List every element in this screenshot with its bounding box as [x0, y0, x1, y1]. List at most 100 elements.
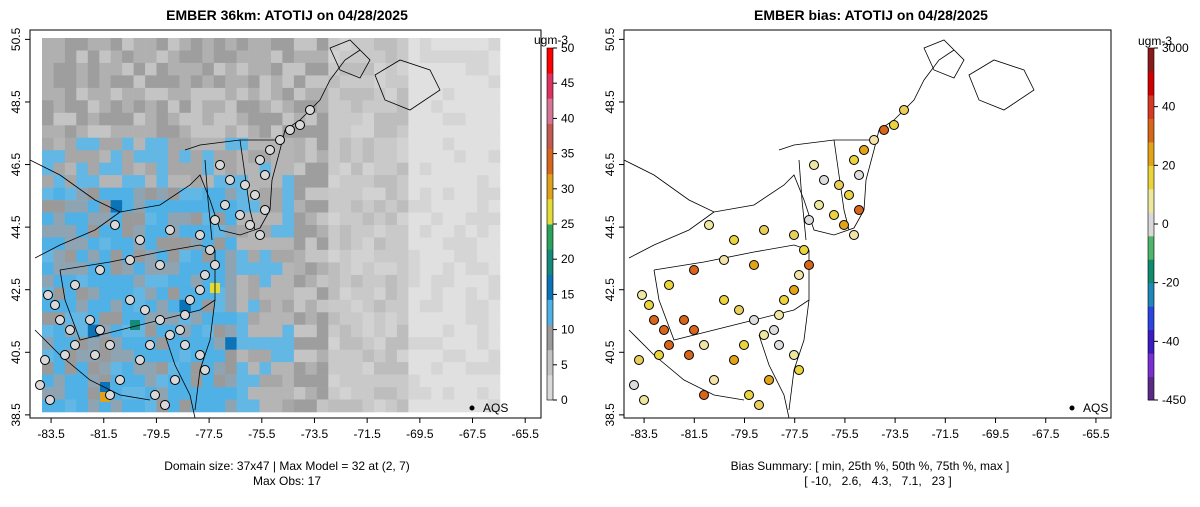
grid-cell [408, 274, 421, 288]
grid-cell [213, 38, 226, 51]
grid-cell [328, 175, 341, 188]
grid-cell [179, 200, 192, 213]
grid-cell [248, 150, 260, 163]
grid-cell [236, 200, 249, 213]
y-tick-label: 38.5 [603, 403, 617, 427]
grid-cell [316, 212, 329, 226]
grid-cell [385, 312, 398, 326]
grid-cell [385, 337, 398, 350]
grid-cell [179, 249, 192, 263]
grid-cell [133, 212, 146, 226]
grid-cell [156, 75, 169, 89]
grid-cell [431, 100, 444, 114]
grid-cell [316, 362, 329, 375]
grid-cell [305, 399, 318, 413]
grid-cell [190, 150, 203, 163]
left-colorbar-swatch [547, 173, 553, 200]
grid-cell [477, 162, 489, 176]
grid-cell [213, 274, 226, 288]
grid-cell [293, 137, 306, 151]
grid-cell [282, 312, 295, 326]
grid-cell [477, 249, 489, 263]
grid-cell [316, 262, 329, 276]
grid-cell [259, 399, 272, 413]
grid-cell [293, 112, 306, 126]
grid-cell [167, 349, 180, 363]
grid-cell [282, 225, 295, 238]
grid-cell [167, 100, 180, 114]
grid-cell [122, 162, 134, 176]
grid-cell [99, 87, 112, 101]
grid-cell [305, 337, 318, 350]
site-marker [165, 225, 175, 235]
grid-cell [271, 374, 283, 388]
grid-cell [374, 137, 386, 151]
grid-cell [419, 324, 432, 338]
left-colorbar-swatch [547, 73, 553, 99]
grid-cell-max [100, 392, 110, 402]
site-marker [65, 325, 75, 335]
grid-cell [190, 125, 203, 139]
grid-cell [374, 212, 386, 226]
grid-cell [167, 212, 180, 226]
grid-cell [339, 249, 352, 263]
grid-cell [339, 200, 352, 213]
grid-cell [271, 249, 283, 263]
left-colorbar-swatch [547, 48, 553, 74]
grid-cell [465, 312, 478, 326]
grid-cell [271, 262, 283, 276]
grid-cell [110, 337, 123, 350]
grid-cell [465, 87, 478, 101]
grid-cell [431, 75, 444, 89]
grid-cell [271, 62, 283, 76]
grid-cell [99, 374, 112, 388]
grid-cell [202, 287, 215, 301]
grid-cell [419, 212, 432, 226]
grid-cell [408, 125, 421, 139]
grid-cell [396, 175, 409, 188]
x-tick-label: -75.5 [248, 427, 276, 441]
grid-cell [477, 349, 489, 363]
y-tick-label: 46.5 [9, 153, 23, 177]
grid-cell [156, 349, 169, 363]
grid-cell [64, 50, 77, 64]
grid-cell [454, 50, 466, 64]
grid-cell [110, 150, 123, 163]
grid-cell [328, 387, 341, 400]
grid-cell [328, 200, 341, 213]
grid-cell [99, 324, 112, 338]
grid-cell [362, 399, 375, 413]
grid-cell [156, 87, 169, 101]
grid-cell [351, 125, 363, 139]
site-marker [135, 235, 145, 245]
grid-cell [396, 50, 409, 64]
grid-cell [431, 200, 444, 213]
grid-cell [374, 374, 386, 388]
grid-cell [362, 349, 375, 363]
map-boundary [778, 139, 869, 151]
grid-cell [64, 162, 77, 176]
grid-cell [225, 362, 237, 375]
island-outline [968, 59, 1035, 111]
bias-marker [859, 145, 869, 155]
grid-cell [431, 362, 444, 375]
grid-cell [64, 362, 77, 375]
y-tick-label: 40.5 [603, 340, 617, 364]
grid-cell [122, 50, 134, 64]
grid-cell [339, 362, 352, 375]
grid-cell [76, 125, 89, 139]
grid-cell [76, 87, 89, 101]
site-marker [250, 190, 260, 200]
grid-cell [396, 162, 409, 176]
bias-marker [749, 260, 759, 270]
grid-cell [179, 162, 192, 176]
map-boundary [29, 159, 273, 236]
grid-cell [76, 212, 89, 226]
grid-cell [202, 175, 215, 188]
map-boundary [59, 244, 216, 271]
grid-cell [64, 125, 77, 139]
grid-cell [419, 362, 432, 375]
grid-cell [271, 112, 283, 126]
grid-cell [225, 137, 237, 151]
grid-cell [442, 225, 455, 238]
